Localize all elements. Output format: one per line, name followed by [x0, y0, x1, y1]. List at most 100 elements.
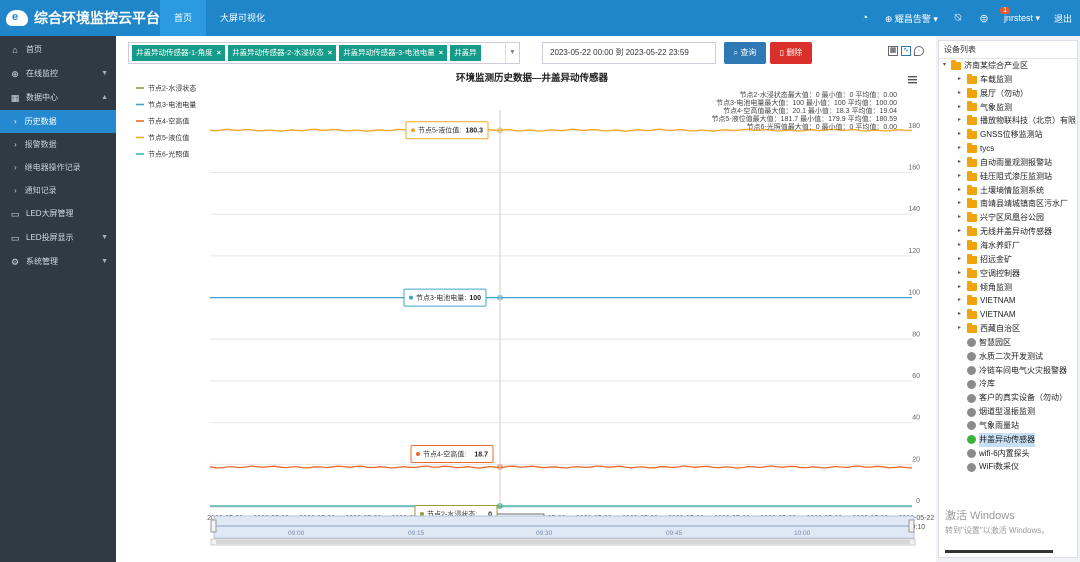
collapse-toggle-icon[interactable]: ▸ [958, 255, 962, 262]
tree-device[interactable]: 智慧园区 [939, 336, 1077, 350]
tree-folder[interactable]: ▸ 车载监测 [939, 73, 1077, 87]
sensor-multiselect[interactable]: 井盖异动传感器-1-角度 × 井盖异动传感器-2-水浸状态 × 井盖异动传感器-3-… [128, 42, 520, 64]
menu-icon[interactable] [908, 76, 917, 84]
y-tick-label: 140 [908, 206, 920, 213]
sidebar-item-home[interactable]: ⌂ 首页 [0, 38, 116, 62]
delete-button[interactable]: ▯ 删除 [770, 42, 812, 64]
tree-folder[interactable]: ▸ 南靖县靖城镇南区污水厂 [939, 197, 1077, 211]
tree-folder[interactable]: ▸ 播放物联科技（北京）有限 [939, 114, 1077, 128]
collapse-toggle-icon[interactable]: ▸ [958, 269, 962, 276]
collapse-toggle-icon[interactable]: ▸ [958, 228, 962, 235]
chevron-down-icon[interactable]: ▼ [505, 43, 519, 63]
collapse-toggle-icon[interactable]: ▸ [958, 103, 962, 110]
legend-item[interactable]: 节点2-水浸状态 [148, 84, 196, 93]
tree-root[interactable]: ▾ 济南某综合产业区 [939, 59, 1077, 73]
collapse-toggle-icon[interactable]: ▸ [958, 186, 962, 193]
sensor-tag[interactable]: 井盖异动传感器-1-角度 × [132, 45, 226, 61]
collapse-toggle-icon[interactable]: ▸ [958, 89, 962, 96]
collapse-toggle-icon[interactable]: ▸ [958, 311, 962, 318]
query-button[interactable]: ⌕ 查询 [724, 42, 766, 64]
close-icon[interactable]: × [216, 48, 222, 57]
navigator-scroll-thumb[interactable] [216, 540, 910, 544]
collapse-toggle-icon[interactable]: ▸ [958, 158, 962, 165]
sidebar-item-led-cast[interactable]: ▭ LED投屏显示 ▼ [0, 226, 116, 250]
tree-device[interactable]: 冷链车间电气火灾报警器 [939, 364, 1077, 378]
sidebar-sub-relay-log[interactable]: › 继电器操作记录 [0, 156, 116, 179]
collapse-toggle-icon[interactable]: ▸ [958, 200, 962, 207]
tree-device[interactable]: 水质二次开发测试 [939, 350, 1077, 364]
tree-folder[interactable]: ▸ VIETNAM [939, 308, 1077, 322]
legend-item[interactable]: 节点3-电池电量 [148, 100, 196, 109]
close-icon[interactable]: × [327, 48, 333, 57]
collapse-toggle-icon[interactable]: ▸ [958, 75, 962, 82]
location-icon[interactable]: · [914, 46, 924, 56]
collapse-toggle-icon[interactable]: ▸ [958, 117, 962, 124]
sidebar-item-data-center[interactable]: ▦ 数据中心 ▲ [0, 86, 116, 110]
legend-item[interactable]: 节点4-空高值 [148, 117, 189, 126]
collapse-toggle-icon[interactable]: ▸ [958, 214, 962, 221]
folder-icon [967, 87, 977, 98]
logout-link[interactable]: 退出 [1053, 13, 1072, 24]
tree-folder[interactable]: ▸ 硅压阻式渗压监测站 [939, 170, 1077, 184]
tree-folder[interactable]: ▸ 展厅（勿动） [939, 87, 1077, 101]
expand-icon[interactable]: ▾ [943, 62, 947, 68]
nav-home[interactable]: 首页 [160, 0, 207, 36]
chart-view-icon[interactable]: ∿ [901, 46, 911, 56]
legend-item[interactable]: 节点5-液位值 [148, 133, 189, 142]
tree-device[interactable]: 客户的真实设备（勿动） [939, 391, 1077, 405]
navigator-handle-right[interactable] [908, 519, 915, 533]
sidebar-item-online-monitor[interactable]: ⊕ 在线监控 ▼ [0, 62, 116, 86]
tree-folder[interactable]: ▸ 气象监测 [939, 101, 1077, 115]
sensor-tag[interactable]: 井盖异动传感器-2-水浸状态 × [228, 45, 337, 61]
user-dropdown[interactable]: jnrstest ▾ [1003, 12, 1040, 23]
sidebar-item-led-manage[interactable]: ▭ LED大屏管理 [10, 209, 74, 219]
bell-off-icon[interactable]: ⍉ [954, 11, 962, 24]
tree-folder[interactable]: ▸ 兴宁区凤凰谷公园 [939, 211, 1077, 225]
collapse-toggle-icon[interactable]: ▸ [958, 172, 962, 179]
tree-folder[interactable]: ▸ 西藏自治区 [939, 322, 1077, 336]
sidebar-sub-history[interactable]: › 历史数据 [0, 110, 116, 133]
tree-device[interactable]: WiFi数采仪 [939, 460, 1077, 474]
tree-folder[interactable]: ▸ VIETNAM [939, 294, 1077, 308]
tree-device[interactable]: 气象雨量站 [939, 419, 1077, 433]
tree-device[interactable]: 井盖异动传感器 [939, 432, 1077, 447]
tree-folder[interactable]: ▸ 无线井盖异动传感器 [939, 225, 1077, 239]
collapse-toggle-icon[interactable]: ▸ [958, 297, 962, 304]
offline-status-icon [967, 365, 976, 375]
collapse-toggle-icon[interactable]: ▸ [958, 145, 962, 152]
message-icon[interactable]: ⊜ [979, 12, 989, 25]
tree-device[interactable]: wifi-6内置探头 [939, 447, 1077, 461]
close-icon[interactable]: × [438, 48, 444, 57]
date-range-input[interactable]: 2023-05-22 00:00 到 2023-05-22 23:59 [542, 42, 716, 64]
tree-device[interactable]: 烟道型温振监测 [939, 405, 1077, 419]
sensor-tag[interactable]: 井盖异 [450, 45, 481, 61]
collapse-toggle-icon[interactable]: ▸ [958, 131, 962, 138]
sidebar-item-system[interactable]: ⚙ 系统管理 ▼ [0, 250, 116, 274]
sensor-tag[interactable]: 井盖异动传感器-3-电池电量 × [339, 45, 448, 61]
table-view-icon[interactable]: ▦ [888, 46, 898, 56]
tree-device[interactable]: 冷库 [939, 377, 1077, 391]
tenant-dropdown[interactable]: ⊕ 耀昌告警 ▾ [884, 13, 938, 24]
collapse-toggle-icon[interactable]: ▸ [958, 241, 962, 248]
nav-big-screen[interactable]: 大屏可视化 [220, 13, 266, 23]
collapse-toggle-icon[interactable]: ▸ [958, 283, 962, 290]
tree-folder[interactable]: ▸ 招远金矿 [939, 253, 1077, 267]
tree-folder[interactable]: ▸ GNSS位移监测站 [939, 128, 1077, 142]
device-panel-title: 设备列表 [939, 41, 1077, 59]
range-navigator[interactable]: 09:00 09:15 09:30 09:45 10:00 [210, 515, 916, 546]
navigator-handle-left[interactable] [210, 519, 217, 533]
tree-folder[interactable]: ▸ tycs [939, 142, 1077, 156]
tree-folder[interactable]: ▸ 倾角监测 [939, 281, 1077, 295]
tree-folder[interactable]: ▸ 土壤墒情监测系统 [939, 184, 1077, 198]
tree-folder[interactable]: ▸ 空调控制器 [939, 267, 1077, 281]
legend-item[interactable]: 节点6-光照值 [148, 150, 189, 159]
tree-folder[interactable]: ▸ 海水养虾厂 [939, 239, 1077, 253]
sidebar-sub-notify-log[interactable]: › 通知记录 [0, 179, 116, 202]
chevron-right-icon: › [14, 117, 17, 126]
tree-folder[interactable]: ▸ 自动雨量观测报警站 [939, 156, 1077, 170]
dashboard-icon[interactable]: ◔ [861, 12, 869, 24]
navigator-tick-label: 09:45 [666, 530, 683, 537]
sidebar-sub-alarms[interactable]: › 报警数据 [0, 133, 116, 156]
horizontal-scrollbar[interactable] [945, 550, 1053, 553]
collapse-toggle-icon[interactable]: ▸ [958, 325, 962, 332]
